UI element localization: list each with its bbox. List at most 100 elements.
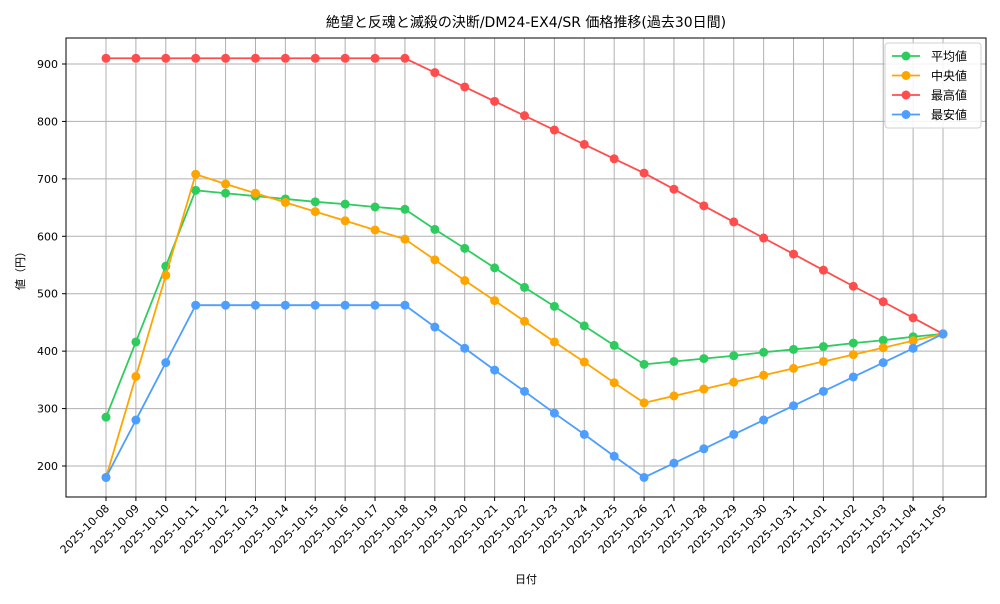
y-tick-label: 400 <box>37 345 58 358</box>
y-tick-label: 500 <box>37 288 58 301</box>
legend-label: 最安値 <box>931 107 967 122</box>
legend-label: 最高値 <box>931 88 967 103</box>
data-point <box>878 335 888 345</box>
data-point <box>669 356 679 366</box>
data-point <box>759 347 769 357</box>
data-point <box>490 365 500 375</box>
data-point <box>310 207 320 217</box>
data-point <box>789 363 799 373</box>
data-point <box>848 372 858 382</box>
data-point <box>250 188 260 198</box>
data-point <box>579 357 589 367</box>
y-tick-label: 600 <box>37 230 58 243</box>
data-point <box>818 265 828 275</box>
data-point <box>490 96 500 106</box>
data-point <box>639 359 649 369</box>
legend-marker-icon <box>901 90 911 100</box>
data-point <box>520 111 529 121</box>
y-axis-ticks: 200 300 400 500 600 700 800 900 <box>37 58 66 473</box>
legend-marker-icon <box>901 110 911 119</box>
data-point <box>280 300 290 310</box>
grid-lines <box>66 38 986 497</box>
legend-item: 中央値 <box>892 68 967 83</box>
data-point <box>669 184 679 194</box>
data-point <box>131 415 141 425</box>
data-point <box>699 444 709 454</box>
series-line <box>101 169 948 482</box>
data-point <box>789 401 799 411</box>
data-point <box>520 386 529 396</box>
data-point <box>609 378 619 388</box>
data-point <box>161 53 171 63</box>
legend-marker-icon <box>901 51 911 61</box>
data-point <box>400 300 410 310</box>
x-axis-ticks: 2025-10-082025-10-092025-10-102025-10-11… <box>58 497 949 556</box>
data-point <box>340 216 350 226</box>
data-point <box>460 276 470 286</box>
data-point <box>250 300 260 310</box>
data-point <box>609 451 619 461</box>
data-point <box>908 336 918 346</box>
data-point <box>370 225 380 235</box>
data-point <box>131 371 141 381</box>
data-point <box>549 408 559 418</box>
data-point <box>221 300 231 310</box>
data-point <box>579 429 589 439</box>
data-point <box>161 358 171 368</box>
data-point <box>729 429 739 439</box>
data-point <box>729 377 739 387</box>
data-point <box>101 53 111 63</box>
data-point <box>460 243 470 253</box>
data-point <box>430 224 440 234</box>
data-point <box>878 343 888 353</box>
data-point <box>878 297 888 307</box>
data-point <box>729 351 739 361</box>
data-point <box>460 343 470 353</box>
series-line <box>101 53 948 339</box>
data-point <box>639 398 649 408</box>
series-line <box>101 300 948 482</box>
legend-marker-icon <box>901 71 911 80</box>
data-point <box>609 340 619 350</box>
data-point <box>848 350 858 360</box>
data-point <box>370 202 380 212</box>
data-point <box>549 125 559 135</box>
data-point <box>430 68 440 78</box>
data-point <box>549 337 559 347</box>
data-point <box>400 53 410 63</box>
axes-frame <box>65 37 987 498</box>
data-point <box>938 329 948 339</box>
y-tick-label: 300 <box>37 403 58 416</box>
data-point <box>400 234 410 244</box>
x-axis-label: 日付 <box>515 573 537 586</box>
chart-title: 絶望と反魂と滅殺の決断/DM24-EX4/SR 価格推移(過去30日間) <box>326 15 726 31</box>
data-point <box>818 342 828 352</box>
data-point <box>789 344 799 354</box>
legend-label: 平均値 <box>931 49 967 64</box>
data-point <box>191 300 201 310</box>
data-point <box>280 53 290 63</box>
data-point <box>878 358 888 368</box>
data-point <box>161 270 171 280</box>
data-point <box>669 458 679 468</box>
data-point <box>221 188 231 198</box>
data-point <box>400 204 410 214</box>
data-point <box>340 53 350 63</box>
data-point <box>221 53 231 63</box>
data-point <box>579 321 589 331</box>
y-tick-label: 200 <box>37 460 58 473</box>
data-point <box>101 472 111 482</box>
data-point <box>549 301 559 311</box>
data-point <box>310 53 320 63</box>
y-tick-label: 900 <box>37 58 58 71</box>
legend-item: 平均値 <box>892 49 967 64</box>
data-point <box>430 322 440 332</box>
data-point <box>639 472 649 482</box>
y-tick-label: 700 <box>37 173 58 186</box>
series-layer <box>101 53 948 482</box>
data-point <box>340 300 350 310</box>
data-point <box>191 53 201 63</box>
